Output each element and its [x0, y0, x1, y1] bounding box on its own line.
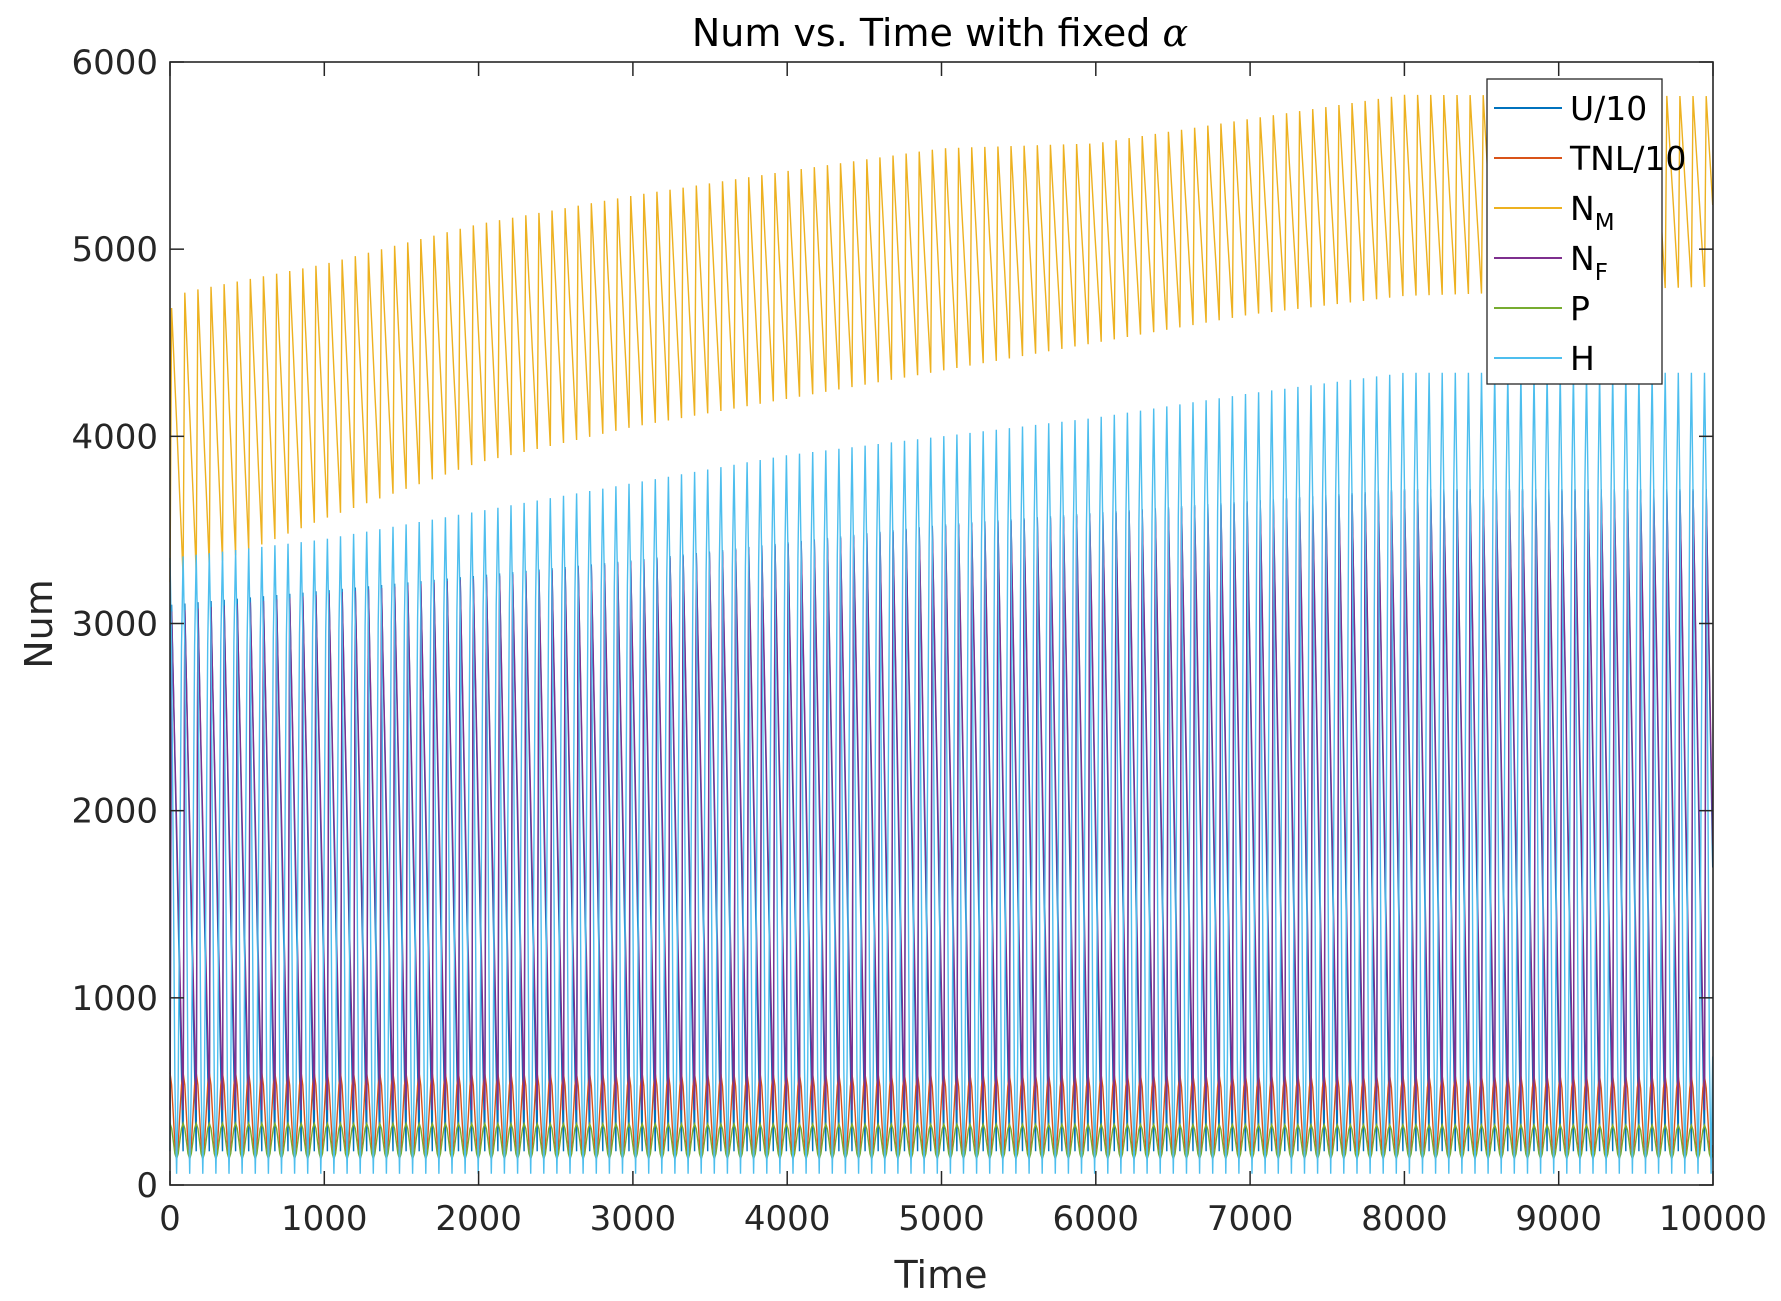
legend-box [1486, 78, 1663, 385]
legend-label-p: P [1570, 289, 1590, 328]
y-tick-label: 1000 [71, 979, 158, 1019]
x-tick-label: 1000 [281, 1199, 368, 1239]
x-tick-label: 9000 [1515, 1199, 1602, 1239]
x-tick-label: 5000 [898, 1199, 985, 1239]
x-tick-label: 7000 [1207, 1199, 1294, 1239]
y-tick-label: 2000 [71, 792, 158, 832]
series-line-h [169, 372, 1714, 1174]
x-axis-label: Time [894, 1253, 988, 1297]
y-tick-label: 6000 [71, 43, 158, 83]
x-tick-label: 8000 [1361, 1199, 1448, 1239]
series-line-n-f [169, 490, 1714, 1111]
series-line-n-m [169, 94, 1714, 583]
series-line-p [169, 1120, 1714, 1162]
x-tick-label: 4000 [744, 1199, 831, 1239]
series-layer [169, 94, 1714, 1174]
legend-label-tnl-10: TNL/10 [1569, 139, 1686, 178]
y-axis-label: Num [17, 579, 61, 669]
axis-ticks: 0 1000 2000 3000 4000 5000 6000 7000 8000 9000 100… [71, 43, 1767, 1239]
y-tick-label: 5000 [71, 230, 158, 270]
x-tick-label: 3000 [590, 1199, 677, 1239]
y-tick-label: 0 [136, 1166, 158, 1206]
x-tick-label: 10000 [1659, 1199, 1767, 1239]
y-tick-label: 3000 [71, 605, 158, 645]
legend-label-h: H [1570, 339, 1595, 378]
legend-label-n-f: NF [1570, 239, 1608, 286]
x-tick-label: 2000 [435, 1199, 522, 1239]
chart-title: Num vs. Time with fixed α [692, 11, 1188, 55]
legend-label-n-m: NM [1570, 189, 1615, 236]
plot-frame [169, 61, 1714, 1186]
x-tick-label: 0 [159, 1199, 181, 1239]
x-tick-label: 6000 [1053, 1199, 1140, 1239]
y-tick-label: 4000 [71, 417, 158, 457]
legend-label-u-10: U/10 [1570, 89, 1647, 128]
